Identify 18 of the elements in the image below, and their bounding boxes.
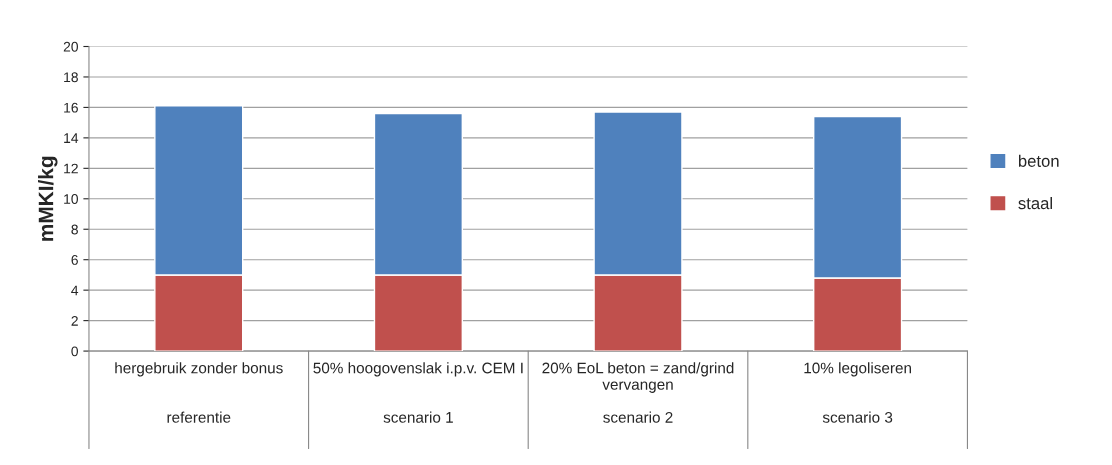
y-axis-title: mMKI/kg [38,156,58,241]
category-label: 50% hoogovenslak i.p.v. CEM I scenario 1 [313,362,523,423]
y-tick-label: 6 [71,255,78,265]
legend-label: beton [1018,154,1059,167]
category-label: 10% legoliseren scenario 3 [804,362,911,423]
y-tick-label: 16 [64,102,78,113]
y-tick-label: 12 [64,163,78,174]
y-tick-label: 20 [63,41,78,52]
category-label: hergebruik zonder bonus referentie [115,362,283,423]
y-tick-label: 14 [64,133,79,143]
y-tick-label: 8 [71,224,78,235]
legend-label: staal [1018,196,1052,210]
y-tick-label: 2 [71,315,78,326]
y-tick-label: 10 [64,194,78,204]
y-tick-label: 0 [71,346,78,357]
y-tick-label: 18 [64,72,78,83]
category-label: 20% EoL beton = zand/grind vervangen scenario 2 [542,362,734,423]
y-tick-label: 4 [71,285,79,296]
